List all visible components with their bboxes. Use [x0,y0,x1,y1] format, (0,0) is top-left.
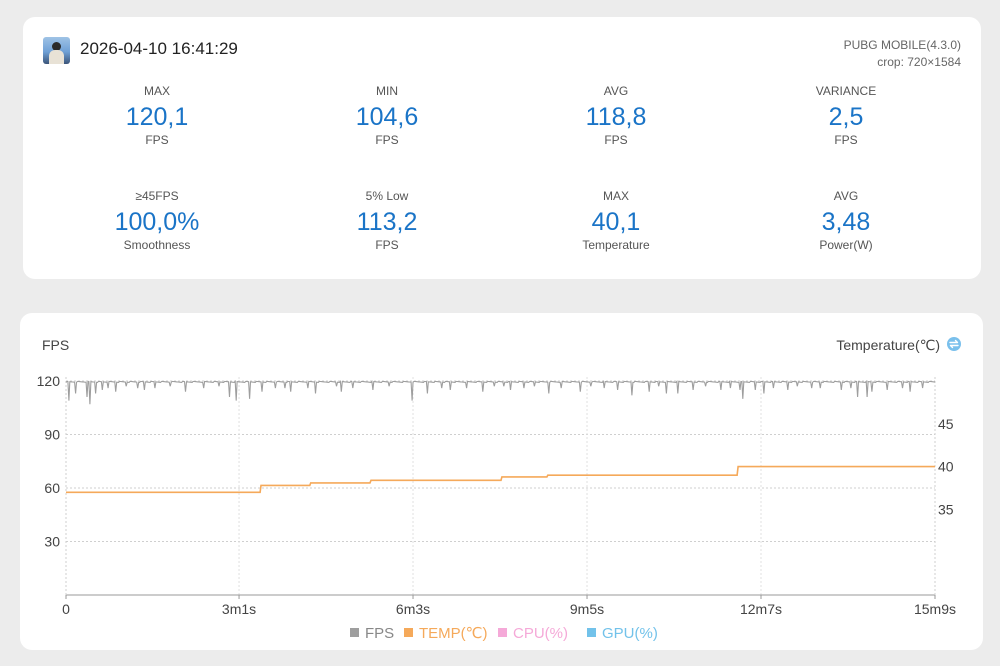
x-tick-label: 3m1s [222,601,256,617]
stat-unit: FPS [375,238,399,252]
legend-swatch [404,628,413,637]
stat-unit: FPS [834,133,858,147]
legend-label: TEMP(℃) [419,625,488,642]
y-axis-title-left: FPS [42,337,69,353]
stat-variance: VARIANCE 2,5 FPS [756,84,936,147]
stat-value: 104,6 [355,103,419,131]
stat-label: 5% Low [365,189,409,203]
stat-unit: FPS [375,133,399,147]
stat-avg-fps: AVG 118,8 FPS [526,84,706,147]
legend-item[interactable]: GPU(%) [587,625,658,642]
stat-value: 120,1 [125,103,189,131]
app-info: PUBG MOBILE(4.3.0) crop: 720×1584 [844,37,961,71]
y-tick-label: 120 [37,373,61,389]
stat-label: MIN [376,84,398,98]
x-tick-label: 6m3s [396,601,430,617]
swap-axis-button[interactable] [947,337,961,351]
legend-label: CPU(%) [513,625,568,642]
legend-swatch [498,628,507,637]
stat-value: 2,5 [828,103,864,131]
stat-unit: Power(W) [819,238,873,252]
stat-label: AVG [603,84,629,98]
stat-max-fps: MAX 120,1 FPS [67,84,247,147]
temperature-series-line [66,465,935,494]
x-tick-label: 9m5s [570,601,604,617]
stat-min-fps: MIN 104,6 FPS [297,84,477,147]
stat-unit: Smoothness [123,238,191,252]
stat-value: 113,2 [356,208,418,236]
stat-unit: Temperature [582,238,650,252]
legend-swatch [350,628,359,637]
x-tick-label: 15m9s [914,601,956,617]
stat-value: 100,0% [114,208,200,236]
y-tick-label: 90 [44,427,60,443]
y-tick-label: 60 [44,480,60,496]
stat-label: MAX [143,84,170,98]
stat-label: ≥45FPS [135,189,179,203]
stat-label: MAX [602,189,629,203]
legend-item[interactable]: FPS [350,625,394,642]
stat-max-temperature: MAX 40,1 Temperature [526,189,706,252]
stat-value: 118,8 [585,103,647,131]
stat-unit: FPS [604,133,628,147]
crop-info: crop: 720×1584 [877,55,961,69]
session-timestamp: 2026-04-10 16:41:29 [80,39,238,58]
legend-item[interactable]: CPU(%) [498,625,568,642]
game-icon [43,37,70,64]
stat-unit: FPS [145,133,169,147]
app-name: PUBG MOBILE(4.3.0) [843,38,961,52]
stat-label: AVG [833,189,859,203]
stat-avg-power: AVG 3,48 Power(W) [756,189,936,252]
legend-label: GPU(%) [602,625,658,642]
fps-temperature-chart: FPS Temperature(℃) 30 60 90 120 35 40 45 0 3m1s 6… [37,337,961,642]
stat-smoothness: ≥45FPS 100,0% Smoothness [67,189,247,252]
y-right-tick-label: 45 [938,416,954,432]
legend-label: FPS [365,625,394,642]
y-right-tick-label: 40 [938,459,954,475]
legend-swatch [587,628,596,637]
stat-value: 40,1 [591,208,641,236]
y-tick-label: 30 [44,534,60,550]
x-tick-label: 12m7s [740,601,782,617]
summary-card: 2026-04-10 16:41:29 PUBG MOBILE(4.3.0) c… [23,17,981,279]
stat-label: VARIANCE [815,84,877,98]
legend-item[interactable]: TEMP(℃) [404,625,488,642]
y-right-tick-label: 35 [938,501,954,517]
y-axis-title-right: Temperature(℃) [836,337,940,353]
fps-chart-card: FPS Temperature(℃) 30 60 90 120 35 40 45 0 3m1s 6… [20,313,983,650]
stat-value: 3,48 [821,208,871,236]
fps-series-line [65,380,936,405]
x-tick-label: 0 [62,601,70,617]
stat-5pct-low: 5% Low 113,2 FPS [297,189,477,252]
